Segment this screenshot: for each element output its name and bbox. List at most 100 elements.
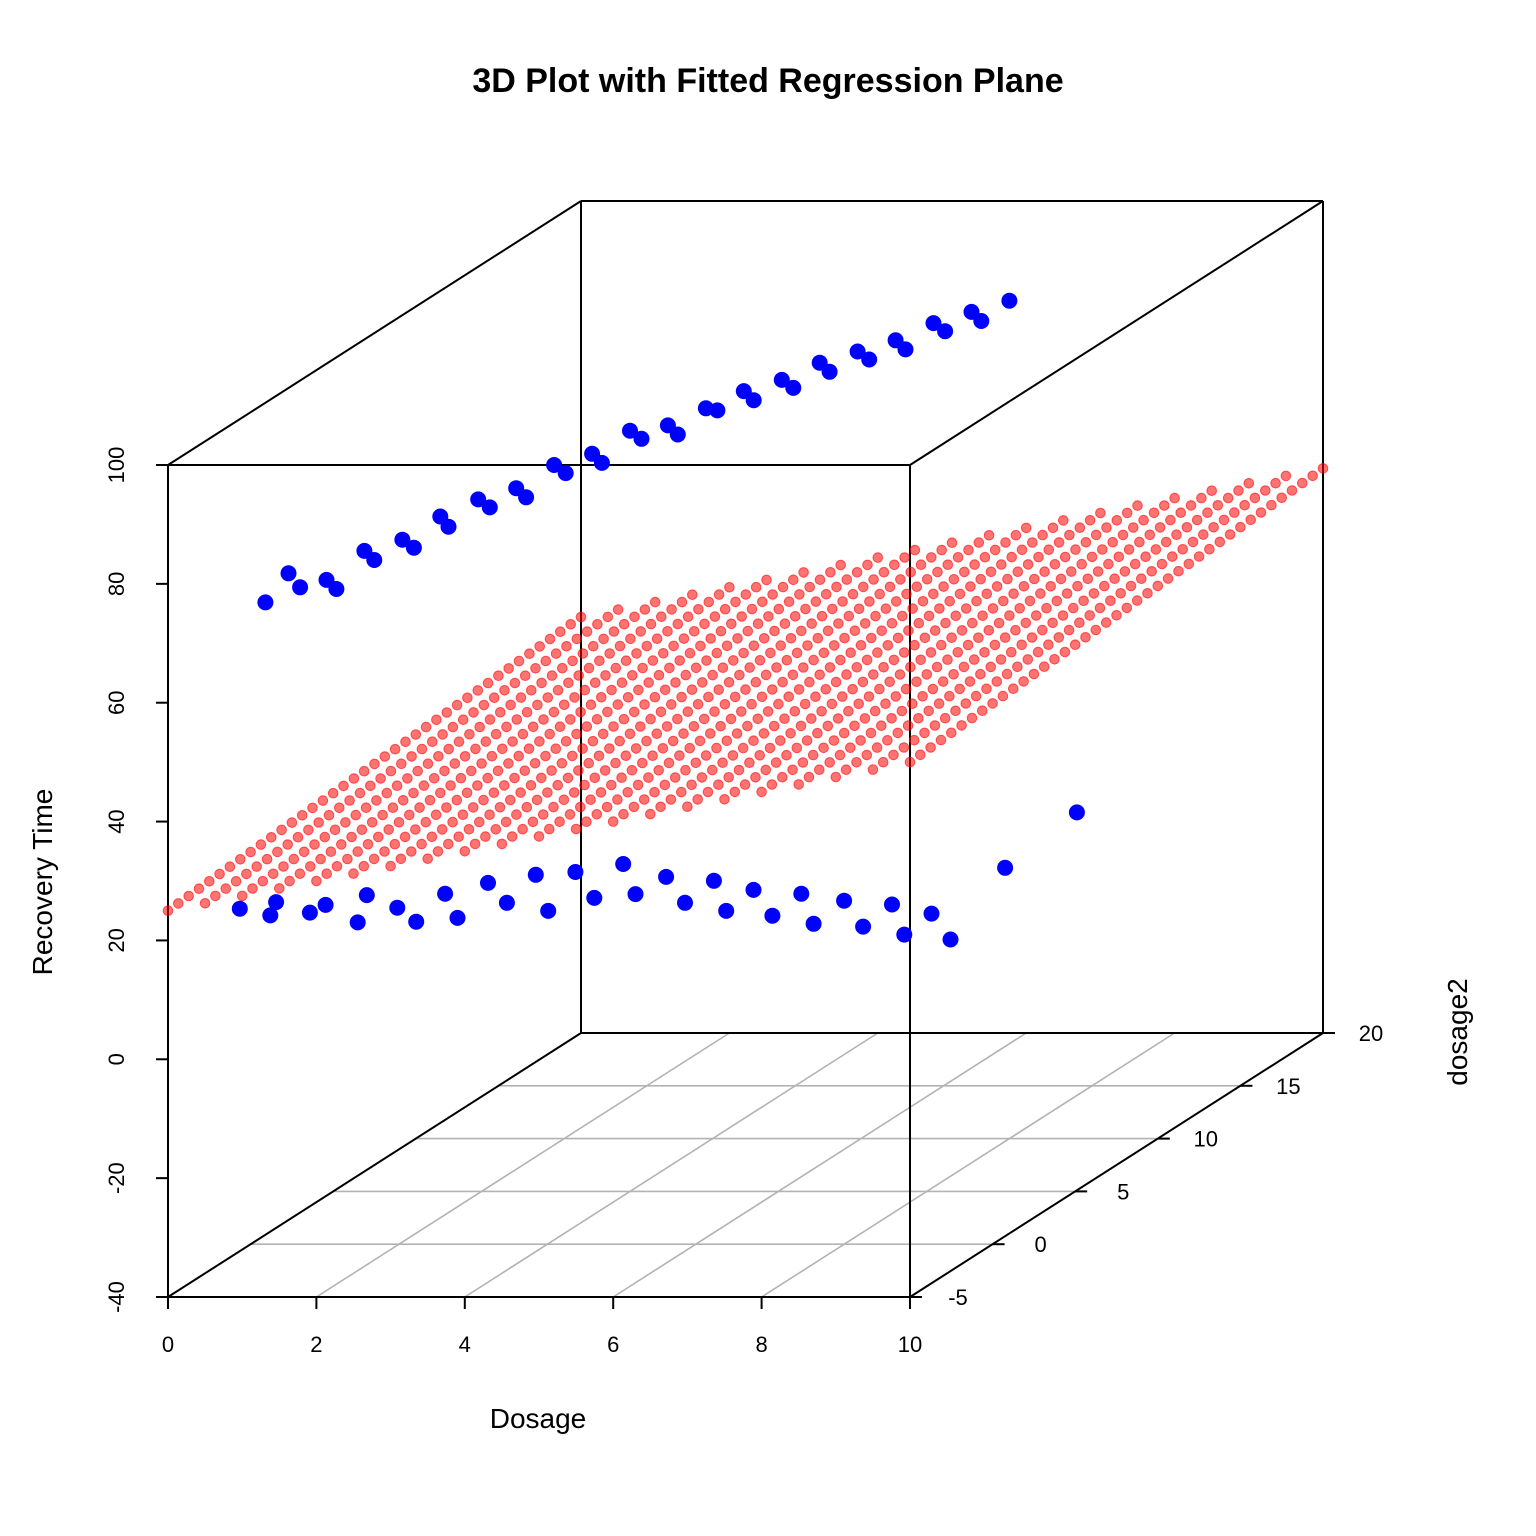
plane-point [859, 618, 871, 629]
data-point [849, 343, 866, 360]
plane-point [1053, 632, 1065, 643]
plane-point [807, 749, 819, 761]
plane-point [412, 765, 424, 777]
plane-point [872, 552, 884, 563]
plane-point [977, 705, 988, 717]
plane-point [1053, 537, 1065, 548]
plane-point [530, 663, 541, 674]
plane-point [546, 765, 557, 776]
plane-point [303, 824, 314, 836]
plane-point [925, 647, 937, 658]
plane-point [662, 626, 673, 637]
plane-point [787, 669, 799, 681]
plane-point [467, 802, 479, 813]
plane-point [889, 559, 900, 571]
data-point [923, 905, 940, 922]
plane-point [851, 567, 863, 578]
plane-point [857, 676, 869, 688]
data-point [557, 465, 574, 482]
plane-point [1064, 529, 1075, 541]
plane-point [319, 831, 331, 843]
plane-point [950, 705, 961, 717]
plane-point [973, 632, 984, 644]
plane-point [1090, 624, 1102, 636]
plane-point [1208, 522, 1219, 533]
plane-point [480, 831, 491, 842]
plane-point [560, 736, 572, 747]
data-point [773, 371, 790, 388]
plane-point [1094, 602, 1106, 614]
plane-point [977, 610, 988, 622]
plane-point [794, 589, 805, 600]
plane-point [1080, 537, 1092, 548]
plane-point [1006, 551, 1018, 563]
plane-point [292, 831, 304, 843]
plane-point [447, 816, 458, 828]
plane-point [880, 603, 892, 615]
plane-point [1204, 543, 1215, 555]
plane-point [313, 817, 325, 828]
plane-point [513, 750, 525, 762]
plane-point [626, 765, 638, 776]
plane-point [1004, 610, 1015, 621]
plane-point [897, 610, 908, 622]
plane-point [898, 647, 910, 658]
plane-point [1156, 558, 1168, 570]
plane-point [666, 604, 677, 615]
plane-point [892, 632, 904, 644]
plane-point [715, 720, 726, 732]
data-point [1001, 292, 1018, 309]
plane-point [404, 809, 415, 821]
data-point [358, 887, 375, 904]
plane-point [573, 670, 585, 681]
x-tick-label: 6 [607, 1332, 619, 1357]
plane-point [255, 839, 267, 850]
plane-point [525, 780, 537, 791]
plane-point [971, 595, 982, 607]
plane-point [474, 721, 486, 733]
plane-point [1078, 595, 1089, 607]
plane-point [529, 758, 541, 769]
plane-point [625, 633, 636, 645]
plane-point [678, 728, 689, 739]
plane-point [717, 757, 728, 769]
plane-point [521, 706, 533, 718]
plane-point [667, 735, 679, 747]
plane-point [469, 838, 481, 850]
plane-point [822, 625, 834, 637]
plane-point [311, 875, 322, 887]
plane-point [777, 581, 789, 593]
floor-grid [250, 1032, 1241, 1298]
plane-point [899, 552, 910, 563]
plane-point [173, 898, 184, 909]
plane-point [519, 670, 531, 682]
plane-point [656, 611, 667, 623]
plane-point [591, 809, 603, 820]
plane-point [954, 588, 966, 600]
plane-point [432, 846, 444, 857]
plane-point [515, 692, 527, 703]
plane-point [884, 581, 896, 593]
plane-point [391, 780, 403, 792]
plane-point [969, 559, 980, 570]
plane-point [944, 690, 955, 702]
plane-point [579, 779, 590, 791]
plane-point [952, 552, 964, 563]
plane-point [754, 655, 766, 666]
data-point [470, 491, 487, 508]
plane-point [680, 669, 692, 681]
x-tick-label: 0 [162, 1332, 174, 1357]
plane-point [804, 676, 815, 688]
plane-point [1047, 617, 1058, 629]
plane-point [1270, 477, 1281, 489]
data-point [745, 881, 762, 898]
plane-point [777, 771, 788, 783]
plane-point [569, 692, 580, 703]
plane-point [908, 734, 920, 746]
data-point [262, 907, 279, 924]
plane-point [1131, 595, 1143, 606]
plane-point [810, 596, 822, 607]
plane-point [682, 801, 693, 813]
plane-point [459, 751, 471, 762]
plane-point [470, 743, 481, 755]
